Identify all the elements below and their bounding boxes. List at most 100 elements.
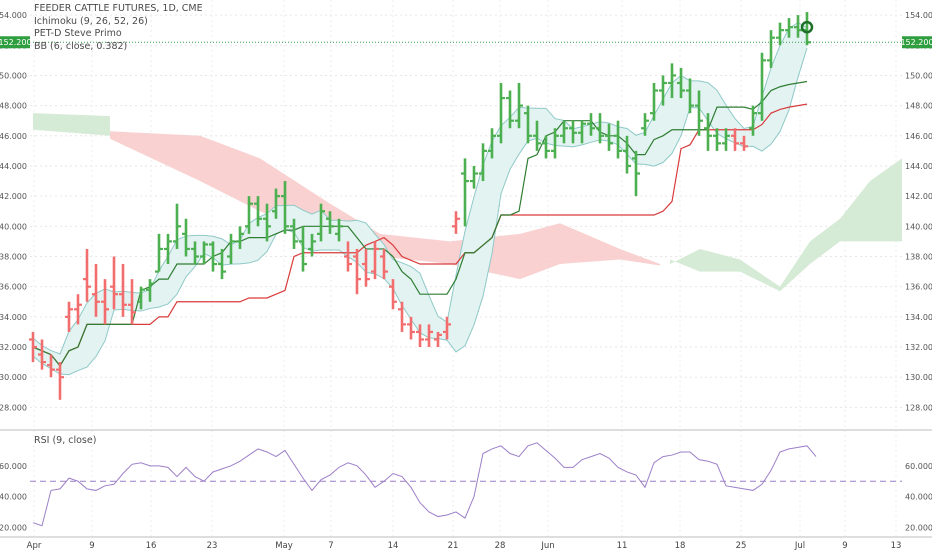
cloud-green-left [33, 113, 110, 136]
ohlc-bar [56, 362, 64, 400]
ohlc-bar [182, 218, 190, 257]
date-tick: 21 [448, 541, 459, 550]
ohlc-bar [371, 241, 379, 280]
ohlc-bars [29, 12, 811, 400]
ohlc-bar [470, 165, 478, 189]
date-tick: 14 [388, 541, 399, 550]
ohlc-bar [434, 331, 442, 348]
ohlc-bar [137, 286, 145, 310]
ohlc-bar [461, 158, 469, 227]
ohlc-bar [326, 211, 334, 234]
ohlc-bar [146, 279, 154, 302]
price-tick-left: 144.000 [0, 162, 27, 171]
ohlc-bar [677, 67, 685, 99]
price-tick-right: 144.000 [905, 162, 932, 171]
ohlc-bar [344, 241, 352, 272]
price-tick-right: 128.000 [905, 403, 932, 412]
ohlc-bar [173, 203, 181, 249]
ohlc-bar [335, 218, 343, 242]
indicator-petd: PET-D Steve Primo [34, 28, 122, 39]
signal-marker [800, 20, 814, 34]
rsi-tick-left: 60.000 [0, 462, 27, 471]
ohlc-bar [272, 188, 280, 219]
ichimoku-cloud [33, 113, 902, 292]
price-tick-right: 150.000 [905, 71, 932, 80]
rsi-tick-right: 60.000 [905, 462, 932, 471]
current-price-label-left: 152.200 [0, 38, 32, 47]
date-tick: 16 [146, 541, 157, 550]
ohlc-bar [542, 135, 550, 159]
ohlc-bar [560, 120, 568, 144]
ohlc-bar [254, 196, 262, 227]
ohlc-bar [191, 241, 199, 265]
ohlc-bar [407, 316, 415, 340]
ohlc-bar [506, 90, 514, 129]
ohlc-bar [65, 301, 73, 332]
ohlc-bar [488, 128, 496, 159]
date-tick: 28 [495, 541, 506, 550]
ohlc-bar [92, 264, 100, 317]
ohlc-bar [686, 78, 694, 114]
ohlc-bar [623, 135, 631, 174]
ohlc-bar [731, 128, 739, 151]
ohlc-bar [551, 128, 559, 159]
ohlc-bar [713, 128, 721, 151]
rsi-tick-right: 40.000 [905, 493, 932, 502]
price-tick-right: 132.000 [905, 343, 932, 352]
rsi-panel: 60.000 60.000 40.000 40.000 20.000 20.000 [0, 442, 932, 532]
ohlc-bar [695, 90, 703, 136]
tenkan-line [32, 80, 808, 367]
date-tick: 11 [617, 541, 628, 550]
ohlc-bar [524, 105, 532, 144]
rsi-line [32, 442, 817, 527]
ohlc-bar [362, 248, 370, 287]
price-tick-right: 142.000 [905, 192, 932, 201]
price-tick-left: 140.000 [0, 222, 27, 231]
date-tick: Apr [27, 541, 42, 550]
ohlc-bar [47, 354, 55, 378]
date-tick: May [275, 541, 293, 550]
symbol-title: FEEDER CATTLE FUTURES, 1D, CME [34, 3, 203, 14]
price-tick-right: 134.000 [905, 313, 932, 322]
price-tick-right: 138.000 [905, 252, 932, 261]
ohlc-bar [155, 233, 163, 273]
cloud-green-right [670, 158, 902, 292]
price-tick-left: 130.000 [0, 373, 27, 382]
ohlc-bar [758, 52, 766, 121]
ohlc-bar [416, 324, 424, 348]
ohlc-bar [317, 203, 325, 242]
ohlc-bar [578, 120, 586, 144]
price-tick-left: 136.000 [0, 283, 27, 292]
date-tick: 9 [89, 541, 94, 550]
price-tick-left: 150.000 [0, 71, 27, 80]
ohlc-bar [596, 113, 604, 144]
ohlc-bar [776, 22, 784, 46]
price-tick-right: 130.000 [905, 373, 932, 382]
current-price-label-right-bg [902, 36, 932, 49]
ohlc-bar [569, 120, 577, 144]
rsi-title: RSI (9, close) [34, 435, 97, 446]
ohlc-bar [299, 226, 307, 272]
date-tick: 18 [675, 541, 686, 550]
price-tick-left: 134.000 [0, 313, 27, 322]
price-tick-right: 140.000 [905, 222, 932, 231]
ohlc-bar [587, 113, 595, 136]
price-tick-right: 146.000 [905, 132, 932, 141]
bb-upper [32, 21, 808, 355]
ohlc-bar [164, 233, 172, 265]
rsi-tick-left: 20.000 [0, 523, 27, 532]
ohlc-bar [218, 248, 226, 280]
ohlc-bar [650, 82, 658, 121]
price-tick-left: 128.000 [0, 403, 27, 412]
ohlc-bar [245, 196, 253, 234]
indicator-ichimoku: Ichimoku (9, 26, 52, 26) [34, 15, 148, 27]
ohlc-bar [74, 294, 82, 325]
ohlc-bar [281, 181, 289, 234]
ohlc-bar [398, 301, 406, 332]
date-tick: 7 [328, 541, 333, 550]
ohlc-bar [443, 316, 451, 340]
price-tick-left: 132.000 [0, 343, 27, 352]
current-price-label-right: 152.200 [900, 38, 932, 47]
